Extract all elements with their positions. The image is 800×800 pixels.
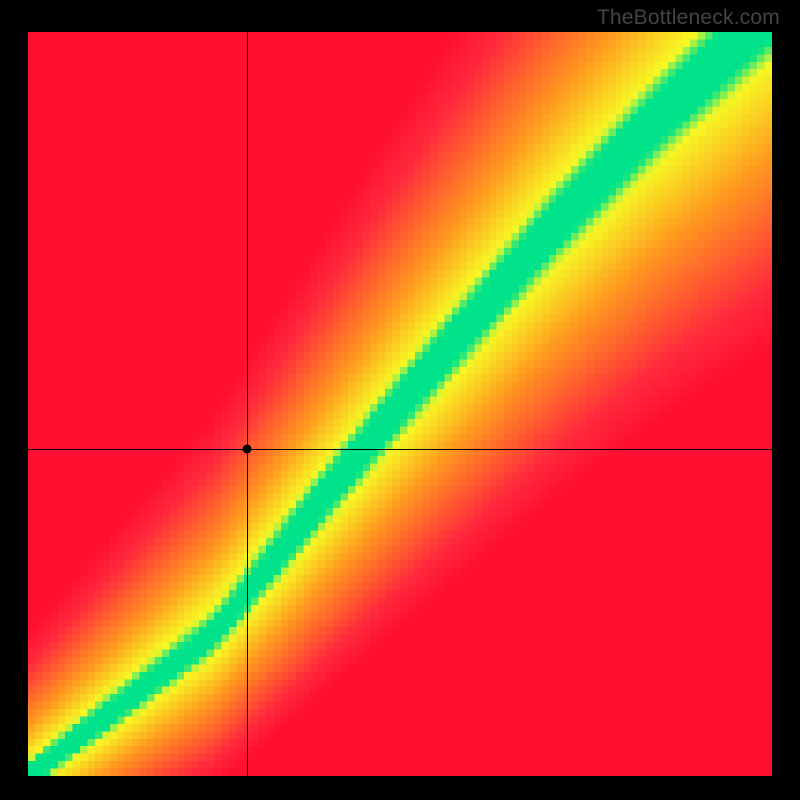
bottleneck-heatmap	[28, 32, 772, 776]
crosshair-horizontal	[28, 449, 772, 450]
watermark-text: TheBottleneck.com	[597, 6, 780, 30]
heatmap-canvas	[28, 32, 772, 776]
crosshair-point	[243, 444, 252, 453]
crosshair-vertical	[247, 32, 248, 776]
